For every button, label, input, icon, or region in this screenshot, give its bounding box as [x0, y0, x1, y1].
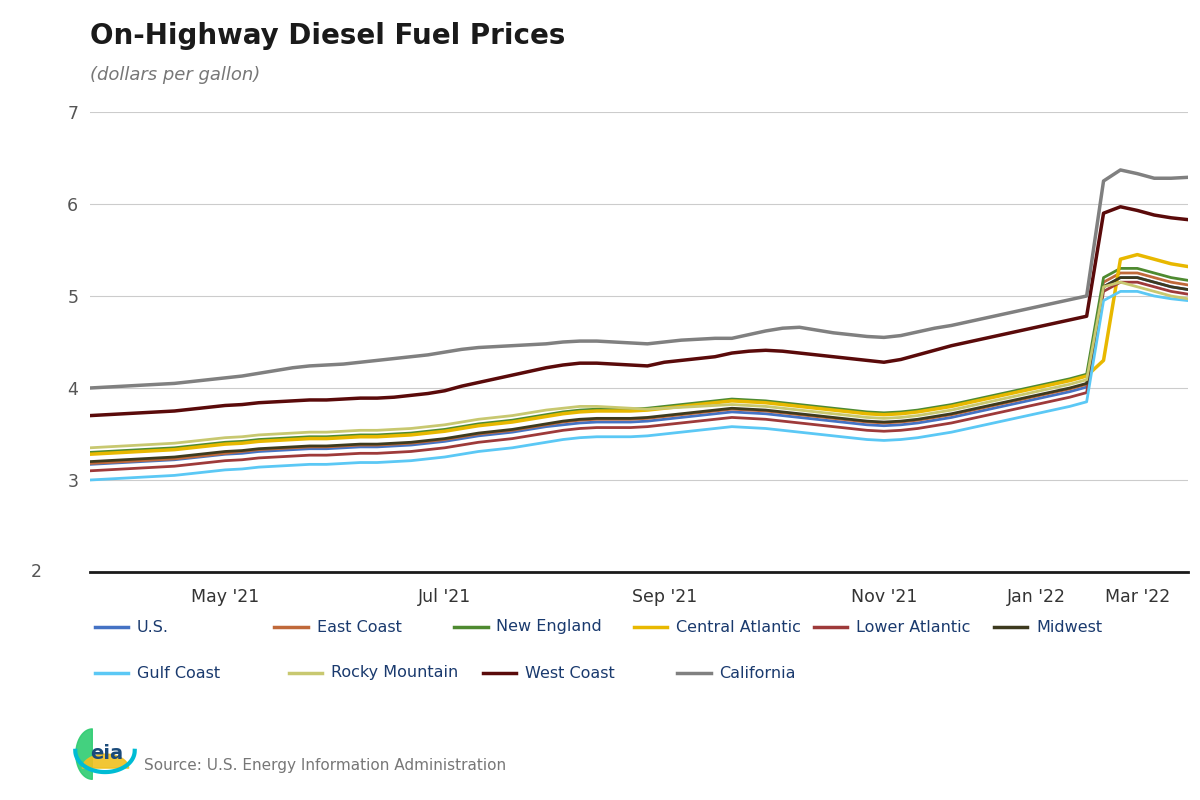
- Text: Source: U.S. Energy Information Administration: Source: U.S. Energy Information Administ…: [144, 758, 506, 773]
- Text: California: California: [720, 666, 796, 681]
- Text: East Coast: East Coast: [317, 619, 402, 634]
- Text: Central Atlantic: Central Atlantic: [677, 619, 802, 634]
- Text: On-Highway Diesel Fuel Prices: On-Highway Diesel Fuel Prices: [90, 22, 565, 50]
- Text: eia: eia: [90, 744, 122, 763]
- Text: West Coast: West Coast: [526, 666, 616, 681]
- Text: U.S.: U.S.: [137, 619, 169, 634]
- Text: Lower Atlantic: Lower Atlantic: [856, 619, 971, 634]
- Text: New England: New England: [497, 619, 602, 634]
- Text: Midwest: Midwest: [1036, 619, 1102, 634]
- Text: (dollars per gallon): (dollars per gallon): [90, 66, 260, 84]
- Text: Rocky Mountain: Rocky Mountain: [331, 666, 458, 681]
- Text: Gulf Coast: Gulf Coast: [137, 666, 220, 681]
- Text: 2: 2: [30, 563, 41, 581]
